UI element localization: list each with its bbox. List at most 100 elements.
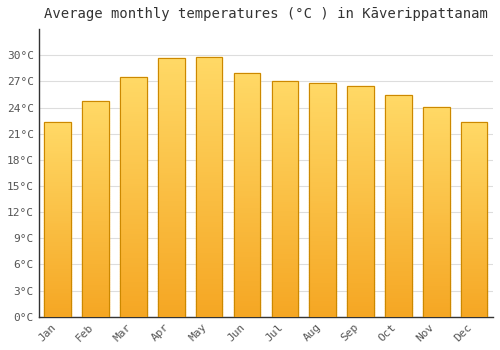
Bar	[461, 179, 487, 181]
Bar	[44, 235, 71, 237]
Bar	[310, 303, 336, 305]
Bar	[272, 144, 298, 147]
Bar	[385, 186, 411, 188]
Bar	[461, 216, 487, 218]
Bar	[385, 106, 411, 108]
Bar	[310, 265, 336, 268]
Bar	[44, 268, 71, 270]
Bar	[120, 79, 146, 82]
Bar	[234, 121, 260, 124]
Bar	[348, 113, 374, 116]
Bar	[348, 312, 374, 315]
Bar	[82, 231, 109, 233]
Bar	[158, 195, 184, 198]
Bar	[120, 262, 146, 264]
Bar	[461, 140, 487, 142]
Bar	[385, 133, 411, 135]
Bar	[385, 190, 411, 193]
Bar	[272, 142, 298, 144]
Bar	[158, 172, 184, 174]
Bar	[82, 216, 109, 218]
Bar	[423, 151, 450, 153]
Bar	[423, 275, 450, 277]
Bar	[44, 245, 71, 247]
Bar	[234, 253, 260, 256]
Bar	[461, 148, 487, 149]
Bar	[348, 254, 374, 257]
Bar	[310, 148, 336, 151]
Bar	[272, 180, 298, 182]
Bar	[234, 285, 260, 287]
Bar	[461, 311, 487, 313]
Bar	[423, 184, 450, 187]
Bar	[196, 205, 222, 208]
Bar	[82, 177, 109, 179]
Bar	[423, 306, 450, 308]
Bar	[120, 302, 146, 305]
Bar	[196, 148, 222, 150]
Bar	[272, 163, 298, 166]
Bar	[348, 144, 374, 146]
Bar	[196, 179, 222, 182]
Bar	[120, 161, 146, 163]
Bar	[82, 304, 109, 306]
Bar	[461, 222, 487, 223]
Bar	[120, 276, 146, 279]
Bar	[423, 308, 450, 310]
Bar	[82, 110, 109, 112]
Bar	[158, 61, 184, 63]
Bar	[423, 197, 450, 199]
Bar	[348, 181, 374, 183]
Bar	[82, 179, 109, 181]
Bar	[385, 297, 411, 299]
Bar	[234, 202, 260, 204]
Bar	[385, 208, 411, 210]
Bar	[272, 267, 298, 270]
Bar	[423, 298, 450, 300]
Bar	[310, 235, 336, 237]
Bar	[196, 288, 222, 291]
Bar	[158, 283, 184, 286]
Bar	[158, 242, 184, 244]
Bar	[158, 218, 184, 221]
Bar	[196, 252, 222, 254]
Bar	[44, 128, 71, 130]
Bar	[348, 171, 374, 174]
Bar	[423, 109, 450, 111]
Bar	[196, 101, 222, 104]
Bar	[423, 134, 450, 136]
Bar	[82, 123, 109, 125]
Bar	[120, 190, 146, 192]
Bar	[234, 226, 260, 229]
Bar	[423, 287, 450, 289]
Bar	[423, 231, 450, 233]
Bar	[44, 214, 71, 216]
Bar	[82, 265, 109, 267]
Bar	[461, 276, 487, 278]
Bar	[120, 125, 146, 127]
Bar	[385, 210, 411, 213]
Bar	[196, 163, 222, 166]
Bar	[44, 286, 71, 288]
Bar	[158, 112, 184, 115]
Bar	[272, 168, 298, 170]
Bar	[423, 201, 450, 203]
Bar	[234, 73, 260, 317]
Bar	[348, 164, 374, 167]
Bar	[310, 170, 336, 172]
Bar	[272, 191, 298, 194]
Bar	[44, 218, 71, 219]
Bar	[461, 243, 487, 245]
Bar	[234, 178, 260, 180]
Bar	[44, 149, 71, 152]
Bar	[82, 160, 109, 162]
Bar	[234, 82, 260, 85]
Bar	[348, 240, 374, 243]
Bar	[385, 128, 411, 131]
Bar	[423, 149, 450, 151]
Bar	[272, 232, 298, 234]
Bar	[82, 280, 109, 282]
Bar	[423, 254, 450, 256]
Bar	[423, 243, 450, 245]
Bar	[272, 274, 298, 277]
